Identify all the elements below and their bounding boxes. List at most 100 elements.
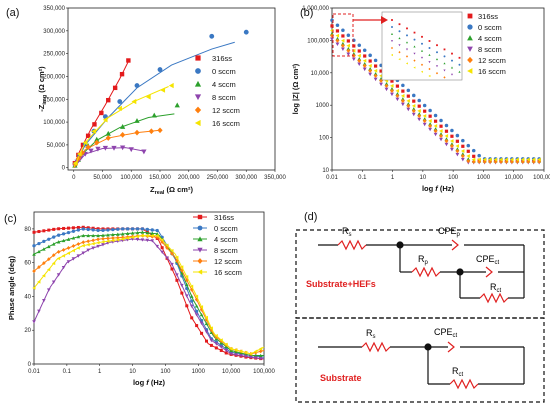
inset-point (398, 44, 401, 47)
series-16-sccm (72, 82, 174, 168)
legend-label: 316ss (214, 213, 234, 222)
data-point (119, 132, 126, 138)
data-point (444, 142, 449, 147)
data-point (66, 251, 70, 255)
data-point (439, 129, 443, 133)
data-point (477, 157, 481, 162)
y-tick-label: 10,000 (311, 71, 330, 77)
data-point (85, 133, 91, 138)
data-point (499, 157, 503, 162)
x-tick-label: 0 (72, 175, 76, 181)
inset-point (406, 34, 408, 37)
legend-marker (197, 214, 203, 220)
rp-label: Rp (418, 254, 429, 266)
inset-point (421, 42, 423, 45)
data-point (340, 43, 345, 48)
data-point (46, 244, 51, 249)
data-point (209, 343, 213, 347)
legend-marker (467, 56, 473, 64)
y-tick-label: 100,000 (307, 38, 329, 44)
panel-a-label: (a) (6, 7, 19, 19)
inset-point (428, 67, 431, 71)
data-point (471, 157, 476, 162)
data-point (504, 159, 509, 164)
data-point (195, 324, 199, 328)
data-point (411, 108, 416, 113)
data-point (466, 154, 470, 158)
data-point (189, 294, 194, 298)
top-circuit-box (295, 229, 545, 319)
data-point (258, 357, 263, 361)
data-point (460, 149, 465, 153)
data-point (88, 148, 94, 154)
inset-point (458, 70, 461, 73)
legend-label: 12 sccm (478, 56, 506, 65)
data-point (71, 244, 76, 248)
data-point (82, 139, 88, 146)
data-point (91, 241, 95, 246)
legend-label: 8 sccm (212, 93, 236, 102)
panel-c-label: (c) (4, 213, 17, 225)
data-point (71, 229, 76, 233)
data-point (379, 69, 383, 73)
inset-point (443, 55, 446, 58)
data-point (76, 242, 81, 247)
data-point (125, 227, 130, 231)
data-point (209, 33, 215, 39)
data-point (134, 129, 140, 136)
data-point (199, 307, 204, 312)
inset-point (443, 69, 446, 72)
data-point (357, 62, 362, 67)
x-tick-label: 10,000 (222, 369, 241, 375)
data-point (117, 99, 123, 104)
data-point (115, 232, 120, 236)
inset-point (420, 49, 424, 52)
data-point (363, 54, 367, 58)
data-point (417, 113, 422, 118)
data-point (37, 265, 41, 270)
inset-point (428, 40, 431, 42)
data-point (504, 157, 509, 162)
data-point (42, 261, 46, 266)
data-point (384, 83, 389, 88)
rct-resistor-bottom (449, 378, 479, 390)
data-point (140, 227, 145, 231)
x-tick-label: 100,000 (120, 175, 142, 181)
data-point (439, 133, 443, 139)
inset-frame (381, 11, 463, 81)
data-point (150, 228, 154, 232)
legend-label: 8 sccm (478, 45, 502, 54)
inset-point (458, 56, 461, 59)
data-point (362, 48, 367, 53)
data-point (120, 235, 125, 240)
inset-point (435, 65, 439, 68)
data-point (335, 42, 340, 46)
data-point (346, 52, 351, 57)
y-tick-label: 150,000 (43, 97, 65, 103)
data-point (57, 227, 61, 231)
data-point (340, 38, 345, 43)
data-point (51, 242, 56, 246)
rct-resistor (479, 292, 509, 304)
y-tick-label: 60 (24, 261, 31, 267)
data-point (406, 88, 411, 93)
data-point (101, 236, 105, 241)
y-tick-label: 10 (322, 168, 329, 174)
data-point (482, 157, 487, 162)
data-point (488, 157, 492, 162)
data-point (412, 93, 416, 98)
inset-point (390, 40, 394, 43)
data-point (395, 88, 400, 93)
data-point (81, 233, 86, 238)
data-point (155, 235, 160, 240)
series-12-sccm (330, 33, 542, 164)
data-point (175, 258, 179, 263)
legend-label: 4 sccm (212, 80, 236, 89)
inset-point (428, 47, 431, 49)
data-point (368, 72, 373, 77)
legend-marker (197, 258, 203, 264)
data-point (214, 346, 218, 350)
data-point (134, 83, 140, 88)
data-point (390, 92, 394, 97)
data-point (244, 350, 248, 355)
